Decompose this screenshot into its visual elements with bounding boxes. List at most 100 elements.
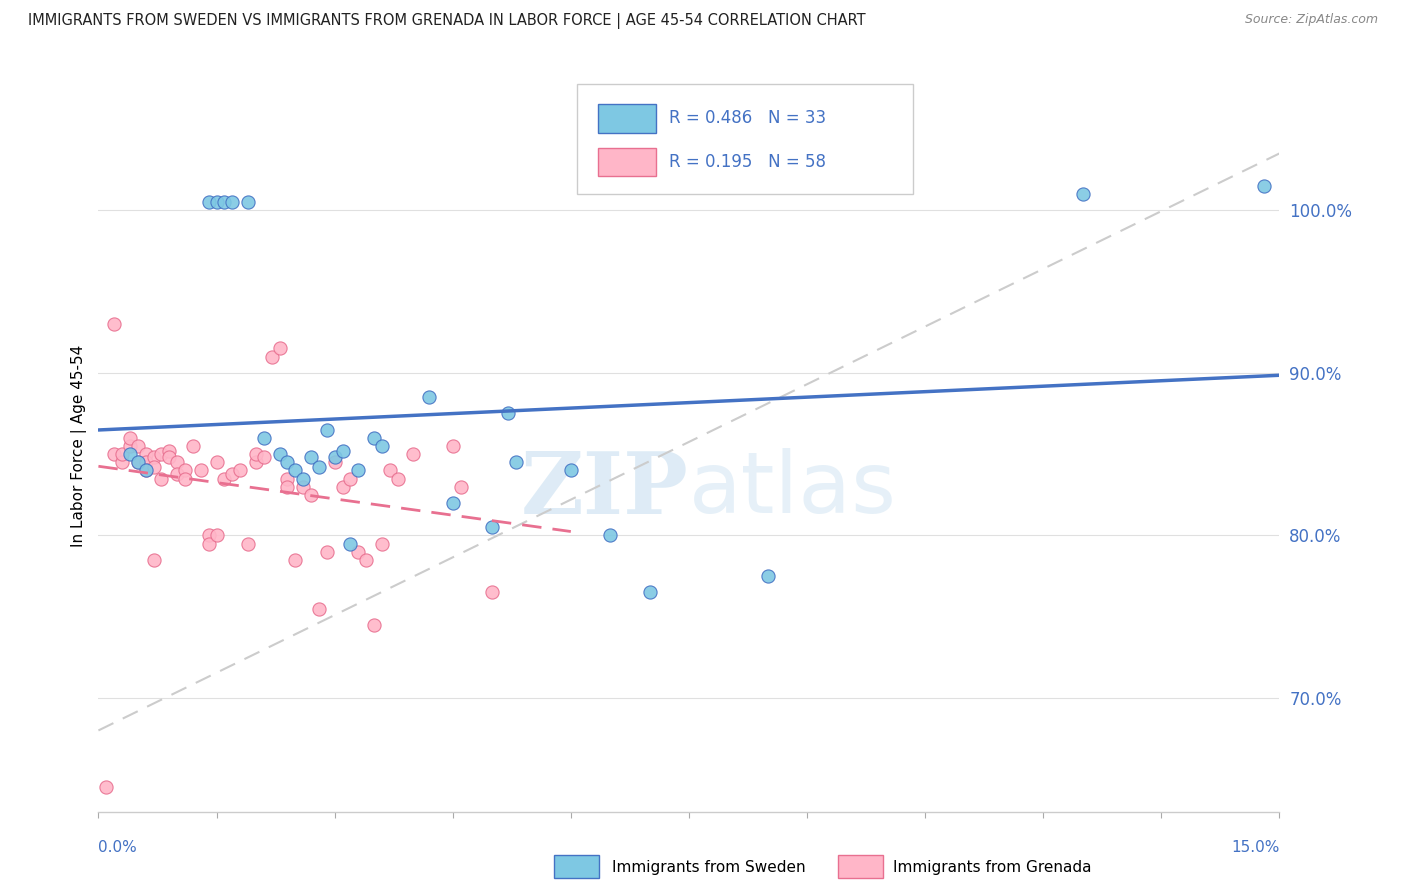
Point: [418, 390, 440, 404]
Point: [205, 195, 228, 210]
Point: [253, 431, 276, 445]
Point: [441, 439, 464, 453]
Point: [205, 528, 228, 542]
Point: [150, 447, 173, 461]
Point: [111, 447, 134, 461]
Point: [339, 536, 361, 550]
Point: [221, 195, 243, 210]
Point: [1253, 178, 1275, 193]
Point: [284, 553, 307, 567]
Point: [450, 480, 472, 494]
Point: [197, 536, 219, 550]
Point: [253, 450, 276, 465]
FancyBboxPatch shape: [576, 84, 914, 194]
Point: [505, 455, 527, 469]
Point: [371, 536, 394, 550]
Point: [197, 195, 219, 210]
Text: R = 0.195   N = 58: R = 0.195 N = 58: [669, 153, 825, 171]
Point: [481, 520, 503, 534]
Text: 15.0%: 15.0%: [1232, 840, 1279, 855]
Point: [174, 471, 197, 485]
Text: Immigrants from Grenada: Immigrants from Grenada: [893, 860, 1091, 874]
Point: [236, 195, 259, 210]
Text: Immigrants from Sweden: Immigrants from Sweden: [612, 860, 806, 874]
Point: [347, 463, 370, 477]
Point: [157, 450, 180, 465]
Point: [371, 439, 394, 453]
Point: [157, 443, 180, 458]
Point: [214, 471, 236, 485]
Point: [221, 467, 243, 481]
Point: [332, 480, 354, 494]
Point: [299, 450, 322, 465]
Point: [127, 455, 149, 469]
Point: [363, 431, 385, 445]
Point: [284, 463, 307, 477]
Point: [292, 471, 315, 485]
Point: [111, 455, 134, 469]
Point: [378, 463, 401, 477]
Point: [315, 544, 337, 558]
Point: [135, 455, 157, 469]
Point: [142, 450, 165, 465]
Point: [245, 455, 267, 469]
Point: [135, 463, 157, 477]
Point: [387, 471, 409, 485]
Point: [292, 480, 315, 494]
Text: atlas: atlas: [689, 449, 897, 532]
Point: [135, 463, 157, 477]
Point: [354, 553, 377, 567]
Point: [174, 463, 197, 477]
Point: [308, 601, 330, 615]
Point: [756, 569, 779, 583]
Point: [142, 460, 165, 475]
Point: [308, 460, 330, 475]
Point: [1071, 187, 1094, 202]
FancyBboxPatch shape: [598, 104, 655, 133]
Point: [205, 455, 228, 469]
Point: [118, 439, 141, 453]
Point: [299, 488, 322, 502]
Text: R = 0.486   N = 33: R = 0.486 N = 33: [669, 110, 825, 128]
Point: [347, 544, 370, 558]
Point: [441, 496, 464, 510]
Point: [402, 447, 425, 461]
Point: [103, 447, 125, 461]
Point: [135, 447, 157, 461]
Point: [142, 553, 165, 567]
Point: [150, 471, 173, 485]
Point: [276, 471, 298, 485]
Point: [103, 317, 125, 331]
Point: [269, 447, 291, 461]
FancyBboxPatch shape: [598, 148, 655, 177]
Point: [269, 342, 291, 356]
Point: [190, 463, 212, 477]
Point: [276, 455, 298, 469]
Point: [323, 455, 346, 469]
Point: [197, 528, 219, 542]
Point: [96, 780, 118, 795]
Point: [496, 407, 519, 421]
Y-axis label: In Labor Force | Age 45-54: In Labor Force | Age 45-54: [72, 345, 87, 547]
Point: [229, 463, 252, 477]
Text: Source: ZipAtlas.com: Source: ZipAtlas.com: [1244, 13, 1378, 27]
Point: [481, 585, 503, 599]
Point: [118, 447, 141, 461]
Text: ZIP: ZIP: [522, 448, 689, 532]
Text: IMMIGRANTS FROM SWEDEN VS IMMIGRANTS FROM GRENADA IN LABOR FORCE | AGE 45-54 COR: IMMIGRANTS FROM SWEDEN VS IMMIGRANTS FRO…: [28, 13, 866, 29]
Point: [181, 439, 204, 453]
Point: [339, 471, 361, 485]
Point: [332, 443, 354, 458]
Point: [127, 439, 149, 453]
Point: [245, 447, 267, 461]
Point: [260, 350, 283, 364]
Point: [638, 585, 661, 599]
Point: [560, 463, 582, 477]
Point: [118, 431, 141, 445]
Point: [315, 423, 337, 437]
Point: [363, 617, 385, 632]
Point: [276, 480, 298, 494]
Point: [599, 528, 621, 542]
Point: [127, 455, 149, 469]
Point: [166, 455, 188, 469]
